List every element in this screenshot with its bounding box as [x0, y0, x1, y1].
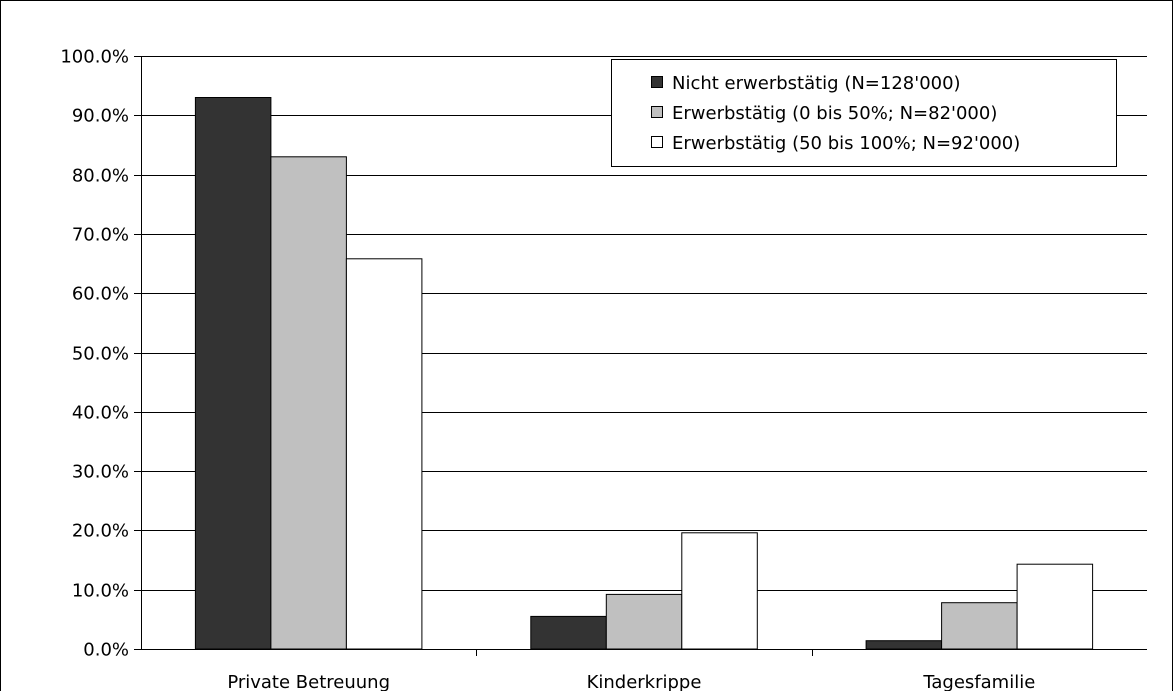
- y-tick-label: 70.0%: [72, 225, 129, 246]
- y-tick-label: 20.0%: [72, 521, 129, 542]
- y-tick-label: 90.0%: [72, 106, 129, 127]
- bar: [605, 593, 683, 650]
- legend-label: Erwerbstätig (0 bis 50%; N=82'000): [672, 103, 997, 124]
- bar: [345, 258, 423, 650]
- legend-box: [611, 59, 1117, 167]
- legend-swatch: [651, 106, 663, 118]
- x-category-label: Kinderkrippe: [587, 672, 702, 691]
- bar: [1016, 563, 1094, 650]
- bar: [681, 532, 758, 650]
- x-category-label: Private Betreuung: [227, 672, 390, 691]
- legend-label: Nicht erwerbstätig (N=128'000): [672, 73, 961, 94]
- y-tick-label: 10.0%: [72, 581, 129, 602]
- bar: [941, 602, 1018, 650]
- legend-label: Erwerbstätig (50 bis 100%; N=92'000): [672, 133, 1020, 154]
- bar: [530, 615, 607, 650]
- y-tick-label: 40.0%: [72, 403, 129, 424]
- bar: [865, 640, 943, 650]
- legend-swatch: [651, 76, 663, 88]
- y-tick-label: 80.0%: [72, 166, 129, 187]
- bar: [194, 97, 272, 650]
- y-tick-label: 60.0%: [72, 284, 129, 305]
- legend-swatch: [651, 136, 663, 148]
- y-tick-label: 50.0%: [72, 344, 129, 365]
- y-tick-label: 100.0%: [60, 47, 129, 68]
- y-tick-label: 0.0%: [83, 640, 129, 661]
- bar: [270, 156, 347, 650]
- y-tick-label: 30.0%: [72, 462, 129, 483]
- x-category-label: Tagesfamilie: [922, 672, 1035, 691]
